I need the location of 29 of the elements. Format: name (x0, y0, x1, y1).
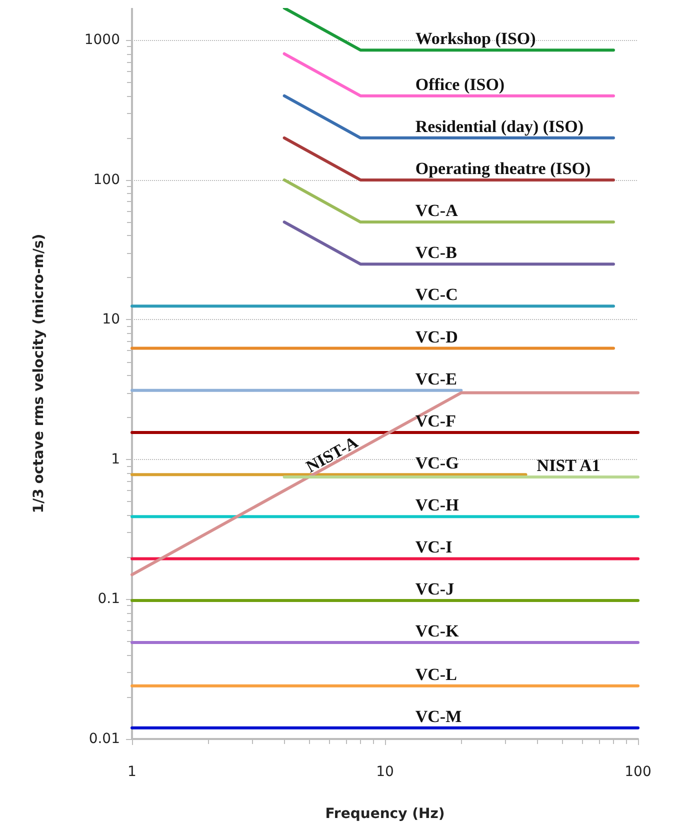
series-label: Workshop (ISO) (415, 29, 536, 48)
series-label: VC-G (415, 454, 459, 473)
y-tick-label: 1000 (84, 32, 120, 48)
x-tick-label: 100 (624, 764, 652, 780)
series-label: VC-A (415, 201, 459, 220)
y-tick-label: 1 (111, 451, 120, 468)
series-label: VC-B (415, 243, 457, 262)
series-label: VC-L (415, 664, 457, 684)
x-tick-label: 10 (376, 764, 394, 780)
series-label: VC-D (415, 327, 458, 346)
y-axis-title: 1/3 octave rms velocity (micro-m/s) (31, 234, 47, 514)
series-label: Office (ISO) (415, 74, 505, 94)
series-label: VC-J (415, 579, 455, 598)
series-label: NIST A1 (536, 456, 600, 475)
series-label: VC-I (415, 538, 453, 557)
y-tick-label: 10 (102, 312, 120, 328)
series-label: VC-H (415, 496, 459, 515)
x-axis-title: Frequency (Hz) (325, 806, 445, 822)
series-label: VC-M (415, 706, 462, 726)
x-tick-label: 1 (128, 764, 136, 780)
y-tick-label: 0.01 (88, 731, 120, 747)
series-label: VC-C (415, 285, 458, 304)
y-tick-label: 100 (93, 172, 120, 188)
series-label: Residential (day) (ISO) (415, 116, 584, 136)
y-tick-label: 0.1 (98, 591, 120, 608)
series-label: VC-K (415, 622, 460, 641)
series-label: Operating theatre (ISO) (415, 158, 591, 178)
series-label: VC-F (415, 411, 456, 430)
series-label: VC-E (415, 369, 457, 388)
